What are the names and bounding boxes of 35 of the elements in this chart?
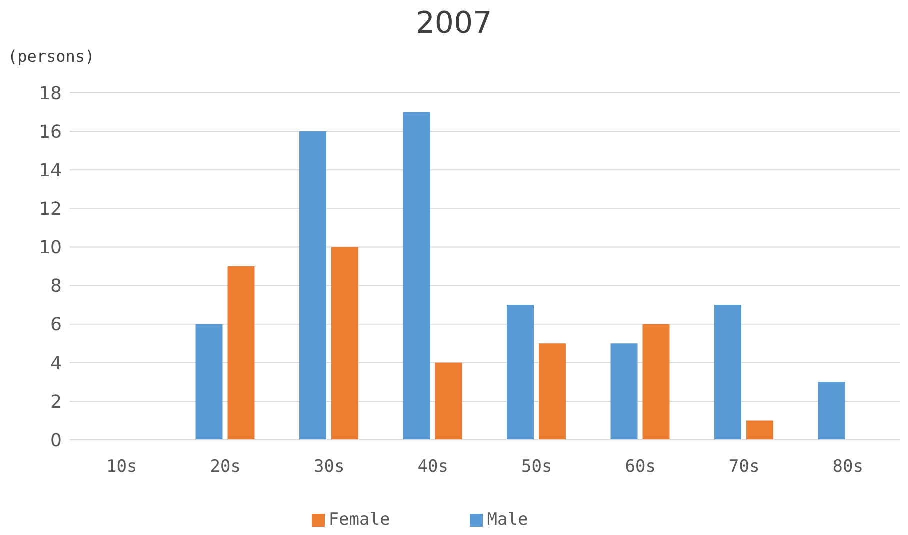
bar [435,362,462,440]
legend-label: Female [328,510,390,530]
bar [714,305,742,440]
y-axis-title: (persons) [8,47,95,66]
bar [332,247,358,440]
y-tick-label: 4 [50,353,62,374]
x-tick-label: 20s [210,457,241,478]
bar [300,132,326,440]
x-tick-label: 60s [625,457,656,478]
bar [746,420,774,440]
y-tick-label: 12 [39,199,62,220]
bar [507,305,534,440]
x-tick-label: 10s [106,457,138,478]
y-tick-label: 8 [50,276,62,298]
bar [642,324,670,440]
chart-title: 2007 [414,6,494,41]
bar [196,324,223,440]
bar [403,112,430,440]
y-tick-label: 14 [39,160,62,182]
bar [228,266,255,440]
bar [818,382,846,440]
y-tick-label: 10 [39,238,62,259]
x-tick-label: 30s [314,457,345,478]
y-tick-label: 0 [50,430,62,452]
legend-label: Male [487,510,528,530]
bar [539,344,566,440]
y-tick-label: 2 [50,392,62,413]
x-tick-label: 80s [832,457,864,478]
bar [610,344,638,440]
y-tick-label: 16 [39,122,62,143]
x-tick-label: 50s [522,457,552,478]
y-tick-label: 6 [50,314,62,336]
x-tick-label: 70s [729,457,760,478]
y-tick-label: 18 [39,83,62,104]
x-tick-label: 40s [418,457,448,478]
